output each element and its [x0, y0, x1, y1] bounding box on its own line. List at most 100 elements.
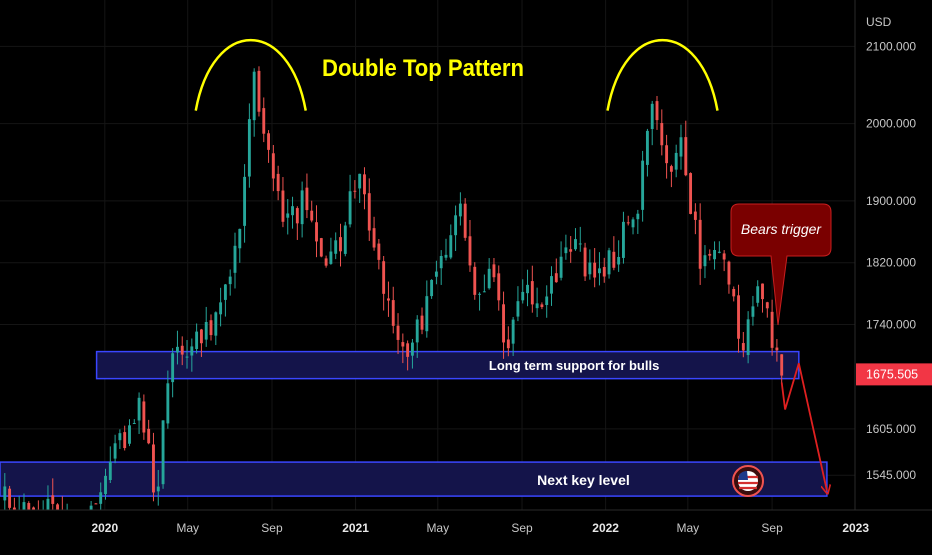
candle-body [698, 219, 702, 269]
candle-body [550, 276, 553, 294]
candle-body [770, 311, 774, 348]
candle [698, 203, 702, 285]
candle-body [756, 286, 760, 303]
candle-body [425, 296, 429, 332]
price-tick-label: 1740.000 [866, 318, 916, 332]
us-flag-badge [732, 465, 764, 497]
candle-body [156, 486, 160, 492]
next-key-zone [0, 461, 828, 497]
candle-body [636, 213, 640, 220]
candle-body [305, 187, 309, 211]
candle-body [358, 173, 362, 189]
candle [722, 250, 726, 272]
candle [756, 280, 760, 307]
candle-body [113, 443, 117, 459]
candle [526, 269, 529, 307]
candle-body [655, 101, 659, 121]
candle [482, 274, 486, 293]
candle-body [267, 133, 270, 150]
candle [593, 248, 597, 288]
candle [209, 314, 213, 341]
candle-body [617, 256, 621, 265]
candle [660, 109, 664, 156]
candles [3, 66, 784, 544]
candle-body [645, 130, 649, 165]
candle [123, 425, 127, 451]
bears-trigger-bubble [730, 203, 832, 326]
candle [171, 348, 175, 398]
candle-body [204, 321, 208, 340]
candle-body [104, 475, 107, 495]
candle [550, 266, 553, 306]
candle [612, 236, 616, 271]
candle-body [295, 208, 299, 224]
candle-body [621, 221, 625, 258]
candle-body [324, 258, 328, 266]
candle [434, 260, 438, 285]
candle-body [363, 174, 366, 195]
candle [574, 228, 577, 251]
candle [741, 331, 745, 358]
candle [137, 392, 141, 434]
candle-body [574, 239, 577, 250]
candle-body [468, 236, 472, 266]
candle-body [3, 486, 7, 501]
candle-body [727, 261, 731, 285]
candle [161, 420, 165, 489]
time-axis-ticks: 2020 May Sep 2021 May Sep 2022 May Sep 2023 [91, 521, 869, 535]
candle-body [564, 247, 568, 254]
candle-body [382, 261, 386, 294]
candle-body [108, 461, 112, 481]
candle [564, 234, 568, 260]
candle-body [190, 346, 194, 356]
time-tick-label: 2022 [592, 521, 619, 535]
candle [223, 283, 227, 317]
candle [204, 306, 208, 347]
candle-body [142, 401, 146, 433]
price-axis-background [855, 0, 932, 510]
time-axis-background [0, 510, 932, 550]
price-axis-ticks: 2100.000 2000.000 1900.000 1820.000 1740.000… [866, 39, 916, 482]
candle [219, 287, 223, 327]
candle-body [689, 173, 693, 214]
candle [650, 100, 654, 146]
candle [358, 173, 362, 203]
candle-body [247, 119, 251, 177]
candle [406, 340, 410, 371]
candle-body [219, 302, 223, 315]
time-tick-label: Sep [761, 521, 783, 535]
candle-body [161, 420, 165, 485]
candle [363, 167, 366, 210]
candle-body [348, 191, 352, 225]
flag-canton-icon [738, 471, 748, 480]
currency-label: USD [866, 15, 892, 29]
candle-body [602, 267, 606, 277]
time-tick-label: Sep [511, 521, 533, 535]
candle [674, 144, 678, 178]
candle [708, 249, 712, 261]
candle-body [708, 253, 712, 256]
candle-body [775, 347, 779, 351]
candle-body [516, 301, 520, 317]
candle-body [214, 312, 218, 336]
time-tick-label: Sep [261, 521, 283, 535]
candle [387, 281, 390, 317]
candle-body [502, 304, 505, 343]
candle [478, 292, 482, 311]
candle-body [377, 243, 381, 260]
candle-body [420, 315, 424, 330]
candle-body [540, 304, 544, 308]
candle [727, 260, 731, 294]
candle [641, 150, 645, 222]
candle [281, 177, 285, 228]
candle-body [176, 346, 179, 353]
current-price-tag-box[interactable] [856, 363, 932, 386]
candle [353, 180, 357, 199]
candle-body [401, 342, 405, 347]
candle [233, 232, 237, 289]
candle-body [626, 222, 630, 224]
candle-body [693, 211, 697, 220]
candle [545, 285, 549, 318]
candle [607, 247, 611, 279]
